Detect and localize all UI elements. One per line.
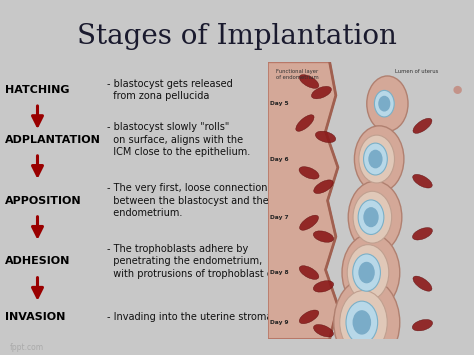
Ellipse shape <box>315 131 336 143</box>
Circle shape <box>346 301 378 344</box>
Text: HATCHING: HATCHING <box>5 85 70 95</box>
Circle shape <box>353 191 392 243</box>
Circle shape <box>374 91 394 117</box>
Circle shape <box>379 97 390 111</box>
Ellipse shape <box>412 228 432 240</box>
Circle shape <box>359 262 374 283</box>
Circle shape <box>348 181 402 253</box>
Text: ADPLANTATION: ADPLANTATION <box>5 135 101 144</box>
Text: Day 5: Day 5 <box>270 101 289 106</box>
Ellipse shape <box>313 281 334 292</box>
Ellipse shape <box>300 215 319 230</box>
Text: - Invading into the uterine stroma: - Invading into the uterine stroma <box>107 312 273 322</box>
Text: ⬤: ⬤ <box>453 85 462 94</box>
Ellipse shape <box>412 320 433 331</box>
Text: - blastocyst slowly "rolls"
  on surface, aligns with the
  ICM close to the epi: - blastocyst slowly "rolls" on surface, … <box>107 122 250 157</box>
Circle shape <box>342 234 400 311</box>
Ellipse shape <box>413 118 432 133</box>
Circle shape <box>364 208 378 226</box>
Text: Stages of Implantation: Stages of Implantation <box>77 22 397 50</box>
Text: Day 9: Day 9 <box>270 320 288 325</box>
Text: APPOSITION: APPOSITION <box>5 196 82 206</box>
Circle shape <box>347 245 389 300</box>
Ellipse shape <box>413 276 432 291</box>
Text: Day 6: Day 6 <box>270 157 289 162</box>
Text: fppt.com: fppt.com <box>9 343 44 351</box>
Circle shape <box>334 278 400 355</box>
Text: Day 7: Day 7 <box>270 215 289 220</box>
Ellipse shape <box>413 174 432 188</box>
Text: Lumen of uterus: Lumen of uterus <box>394 69 438 74</box>
Ellipse shape <box>299 166 319 179</box>
Ellipse shape <box>299 310 319 324</box>
Circle shape <box>353 254 381 291</box>
Text: INVASION: INVASION <box>5 312 66 322</box>
Text: ADHESION: ADHESION <box>5 257 71 267</box>
Ellipse shape <box>299 266 319 279</box>
Circle shape <box>353 311 370 334</box>
Text: - blastocyst gets released
  from zona pellucida: - blastocyst gets released from zona pel… <box>107 78 233 101</box>
PathPatch shape <box>268 62 338 339</box>
Text: Day 8: Day 8 <box>270 270 289 275</box>
Ellipse shape <box>299 75 319 88</box>
Circle shape <box>364 143 387 175</box>
Circle shape <box>340 290 387 354</box>
Text: - The trophoblasts adhere by
  penetrating the endometrium,
  with protrusions o: - The trophoblasts adhere by penetrating… <box>107 244 292 279</box>
Ellipse shape <box>296 115 314 131</box>
Ellipse shape <box>313 231 334 242</box>
Ellipse shape <box>311 86 331 99</box>
Circle shape <box>359 135 394 183</box>
Text: Functional layer
of endometrium: Functional layer of endometrium <box>276 69 319 80</box>
Circle shape <box>367 76 408 131</box>
Circle shape <box>358 200 384 234</box>
Text: - The very first, loose connection
  between the blastocyst and the
  endometriu: - The very first, loose connection betwe… <box>107 183 269 218</box>
Ellipse shape <box>314 180 333 193</box>
Circle shape <box>369 151 382 168</box>
Circle shape <box>355 126 404 192</box>
Ellipse shape <box>313 324 334 337</box>
